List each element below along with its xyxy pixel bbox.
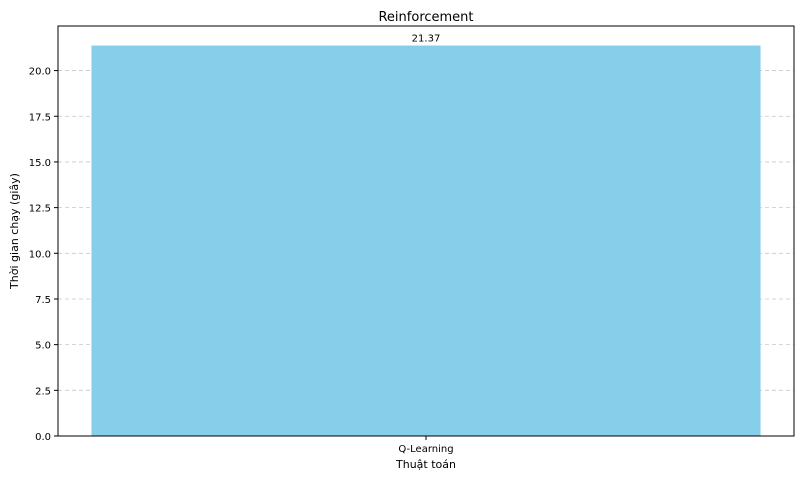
y-axis-ticks: 0.0 2.5 5.0 7.5 10.0 12.5 15.0 17.5 20.0 (29, 67, 58, 443)
x-axis-label: Thuật toán (395, 458, 456, 471)
y-tick-label: 2.5 (35, 386, 51, 397)
value-labels: 21.37 (412, 34, 441, 45)
y-tick-label: 15.0 (29, 158, 51, 169)
x-tick-label: Q-Learning (398, 444, 453, 455)
plot-frame (57, 25, 795, 437)
chart-title: Reinforcement (378, 10, 473, 25)
y-tick-label: 20.0 (29, 67, 51, 78)
y-tick-label: 10.0 (29, 249, 51, 260)
y-tick-label: 5.0 (35, 341, 51, 352)
y-axis-label: Thời gian chạy (giây) (8, 173, 21, 290)
bar (91, 45, 761, 436)
bar-value-label: 21.37 (412, 34, 441, 45)
y-tick-label: 0.0 (35, 432, 51, 443)
bars (91, 45, 761, 436)
y-tick-label: 12.5 (29, 204, 51, 215)
y-tick-label: 7.5 (35, 295, 51, 306)
x-axis-ticks: Q-Learning (398, 436, 454, 455)
y-tick-label: 17.5 (29, 112, 51, 123)
